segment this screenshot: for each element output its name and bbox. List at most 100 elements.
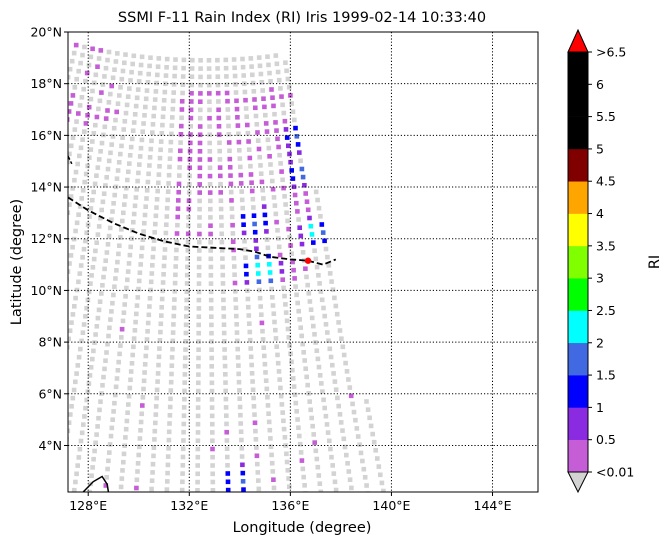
swath-pixel bbox=[117, 501, 122, 506]
swath-pixel bbox=[245, 296, 251, 302]
swath-pixel bbox=[206, 82, 212, 88]
swath-pixel bbox=[104, 175, 109, 180]
swath-pixel bbox=[196, 306, 202, 311]
swath-pixel bbox=[276, 236, 281, 241]
swath-pixel bbox=[233, 90, 239, 95]
swath-pixel bbox=[128, 369, 134, 374]
swath-pixel bbox=[148, 503, 153, 508]
swath-pixel bbox=[259, 312, 264, 317]
swath-pixel bbox=[129, 136, 135, 142]
swath-pixel bbox=[296, 425, 301, 430]
swath-pixel bbox=[281, 285, 286, 291]
swath-pixel bbox=[319, 222, 325, 227]
swath-pixel bbox=[265, 403, 271, 408]
swath-pixel bbox=[171, 82, 177, 87]
swath-pixel bbox=[246, 313, 252, 318]
swath-pixel bbox=[327, 271, 333, 276]
swath-pixel bbox=[227, 165, 233, 170]
swath-pixel bbox=[72, 127, 78, 132]
swath-pixel bbox=[71, 387, 77, 393]
swath-pixel bbox=[350, 494, 355, 499]
y-tick-label: 14°N bbox=[30, 180, 62, 195]
swath-pixel bbox=[311, 432, 316, 437]
swath-pixel bbox=[96, 157, 102, 162]
swath-pixel bbox=[88, 281, 93, 286]
swath-pixel bbox=[317, 281, 322, 286]
swath-pixel bbox=[304, 374, 309, 380]
swath-pixel bbox=[270, 295, 275, 300]
swath-pixel bbox=[136, 452, 141, 458]
swath-pixel bbox=[316, 473, 322, 478]
swath-pixel bbox=[68, 269, 71, 274]
swath-pixel bbox=[136, 286, 141, 292]
swath-pixel bbox=[302, 483, 307, 488]
swath-pixel bbox=[135, 461, 141, 466]
swath-pixel bbox=[195, 488, 200, 492]
swath-pixel bbox=[154, 395, 159, 401]
y-tick-label: 10°N bbox=[30, 283, 62, 298]
swath-pixel bbox=[313, 448, 319, 454]
swath-pixel bbox=[293, 400, 299, 406]
swath-pixel bbox=[137, 444, 142, 450]
swath-pixel bbox=[135, 87, 141, 92]
swath-pixel bbox=[284, 210, 289, 215]
swath-pixel bbox=[95, 64, 100, 69]
swath-pixel bbox=[156, 172, 162, 177]
swath-pixel bbox=[154, 197, 160, 202]
swath-pixel bbox=[233, 289, 238, 294]
swath-pixel bbox=[134, 311, 139, 317]
swath-pixel bbox=[140, 237, 146, 242]
swath-pixel bbox=[169, 123, 175, 128]
swath-pixel bbox=[215, 57, 220, 63]
swath-pixel bbox=[176, 189, 181, 195]
swath-pixel bbox=[217, 165, 223, 170]
swath-pixel bbox=[169, 363, 175, 368]
swath-pixel bbox=[111, 125, 117, 131]
swath-pixel bbox=[100, 199, 106, 205]
swath-pixel bbox=[181, 413, 187, 418]
swath-pixel bbox=[123, 294, 128, 299]
swath-pixel bbox=[142, 212, 148, 218]
swath-pixel bbox=[89, 473, 94, 478]
swath-pixel bbox=[267, 70, 272, 76]
swath-pixel bbox=[175, 206, 181, 211]
swath-pixel bbox=[90, 139, 95, 144]
swath-pixel bbox=[197, 165, 203, 171]
swath-pixel bbox=[185, 264, 190, 270]
swath-pixel bbox=[336, 504, 341, 509]
swath-pixel bbox=[294, 134, 300, 139]
swath-pixel bbox=[181, 405, 187, 410]
swath-pixel bbox=[185, 256, 190, 261]
swath-pixel bbox=[292, 276, 297, 281]
swath-pixel bbox=[245, 122, 250, 128]
swath-pixel bbox=[120, 468, 125, 473]
swath-pixel bbox=[263, 378, 269, 383]
swath-pixel bbox=[326, 338, 331, 343]
swath-pixel bbox=[98, 48, 104, 53]
swath-pixel bbox=[241, 73, 246, 78]
swath-pixel bbox=[269, 286, 274, 292]
swath-pixel bbox=[254, 445, 259, 450]
swath-pixel bbox=[69, 320, 74, 325]
swath-pixel bbox=[107, 225, 113, 231]
swath-pixel bbox=[169, 355, 175, 360]
swath-pixel bbox=[216, 132, 222, 137]
swath-pixel bbox=[197, 149, 203, 154]
swath-pixel bbox=[298, 158, 303, 164]
swath-pixel bbox=[153, 213, 159, 219]
swath-pixel bbox=[168, 379, 174, 385]
swath-pixel bbox=[292, 117, 297, 123]
swath-pixel bbox=[267, 270, 273, 275]
swath-pixel bbox=[125, 269, 131, 274]
swath-pixel bbox=[71, 50, 77, 56]
swath-pixel bbox=[117, 243, 122, 248]
swath-pixel bbox=[320, 230, 326, 235]
swath-pixel bbox=[284, 318, 290, 324]
swath-pixel bbox=[269, 452, 274, 458]
swath-pixel bbox=[131, 219, 136, 225]
colorbar-under-triangle bbox=[567, 471, 589, 494]
swath-pixel bbox=[79, 196, 84, 201]
swath-pixel bbox=[207, 165, 213, 171]
swath-pixel bbox=[331, 471, 337, 476]
swath-pixel bbox=[218, 181, 223, 187]
